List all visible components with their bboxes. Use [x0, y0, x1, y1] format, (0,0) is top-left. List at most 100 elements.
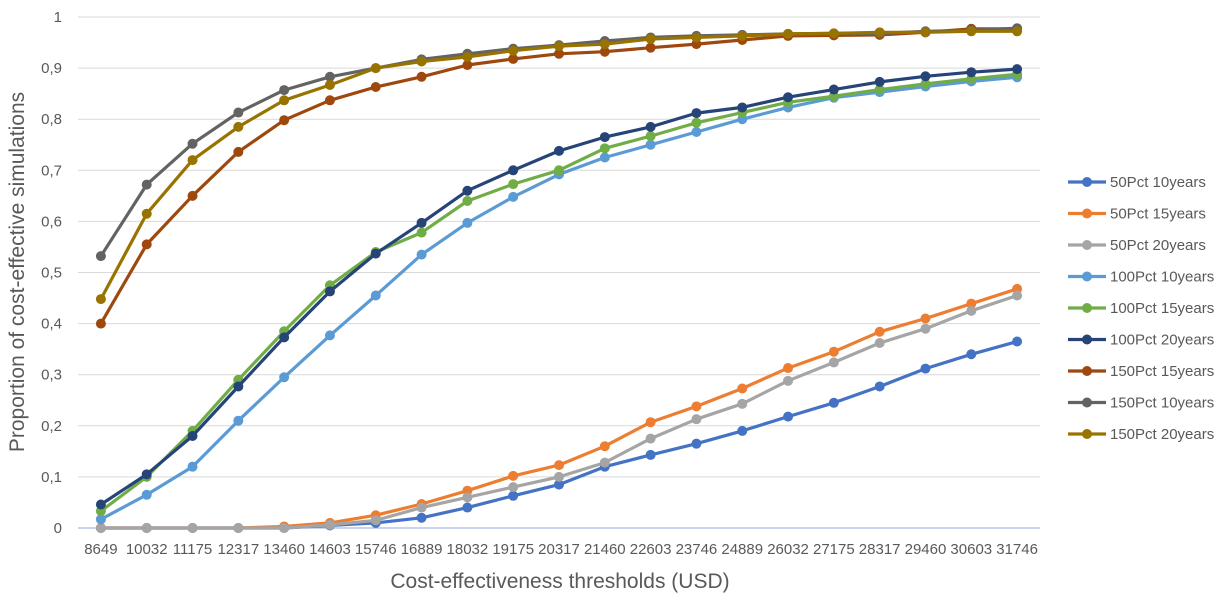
x-tick-label: 27175 [813, 541, 855, 558]
data-point [783, 375, 794, 386]
series-8 [95, 26, 1023, 305]
data-point [874, 326, 885, 337]
data-point [1012, 64, 1023, 75]
data-point [828, 397, 839, 408]
x-axis-title: Cost-effectiveness thresholds (USD) [390, 570, 729, 593]
data-point [645, 449, 656, 460]
x-tick-label: 16889 [401, 541, 443, 558]
data-point [599, 39, 610, 50]
data-point [783, 28, 794, 39]
data-point [462, 502, 473, 513]
data-point [324, 95, 335, 106]
data-point [874, 84, 885, 95]
data-point [233, 146, 244, 157]
series-2 [95, 290, 1023, 533]
data-point [279, 85, 290, 96]
legend-label: 150Pct 20years [1110, 426, 1214, 443]
data-point [737, 383, 748, 394]
data-point [416, 227, 427, 238]
data-point [233, 107, 244, 118]
legend-label: 100Pct 20years [1110, 332, 1214, 349]
data-point [324, 79, 335, 90]
data-point [141, 208, 152, 219]
series-line [99, 29, 1019, 301]
data-point [324, 519, 335, 530]
x-tick-label: 10032 [126, 541, 168, 558]
legend-item: 150Pct 20years [1068, 426, 1214, 443]
y-tick-label: 0,8 [41, 111, 62, 128]
data-point [233, 121, 244, 132]
data-point [324, 330, 335, 341]
data-point [828, 357, 839, 368]
data-point [645, 433, 656, 444]
data-point [554, 145, 564, 156]
data-point [966, 349, 977, 360]
data-point [416, 217, 427, 228]
data-point [187, 138, 198, 149]
data-point [874, 381, 885, 392]
data-point [554, 48, 564, 59]
series-0 [95, 336, 1023, 533]
y-tick-label: 0,6 [41, 213, 62, 230]
data-point [599, 152, 610, 163]
data-point [324, 71, 335, 82]
legend-item: 150Pct 15years [1068, 363, 1214, 380]
legend-swatch-marker [1082, 177, 1092, 187]
legend-label: 150Pct 10years [1110, 395, 1214, 412]
data-point [508, 53, 519, 64]
data-point [920, 363, 931, 374]
legend-label: 150Pct 15years [1110, 363, 1214, 380]
data-point [370, 515, 381, 526]
x-tick-label: 19175 [492, 541, 534, 558]
data-point [691, 438, 702, 449]
data-point [95, 318, 106, 329]
data-point [737, 398, 748, 409]
data-point [279, 332, 290, 343]
legend-item: 100Pct 15years [1068, 300, 1214, 317]
data-point [508, 490, 519, 501]
data-point [95, 294, 106, 305]
data-point [783, 92, 794, 103]
legend-swatch-marker [1082, 240, 1092, 250]
data-point [279, 115, 290, 126]
x-tick-label: 29460 [905, 541, 947, 558]
data-point [462, 185, 473, 196]
data-point [462, 51, 473, 62]
x-tick-label: 23746 [676, 541, 718, 558]
data-point [691, 108, 702, 119]
x-tick-label: 31746 [996, 541, 1038, 558]
data-point [966, 305, 977, 316]
legend-label: 100Pct 10years [1110, 269, 1214, 286]
data-point [141, 239, 152, 250]
data-point [141, 523, 152, 533]
data-point [737, 425, 748, 436]
data-point [599, 46, 610, 57]
data-point [95, 251, 106, 262]
data-point [691, 126, 702, 137]
legend-label: 50Pct 20years [1110, 237, 1206, 254]
data-point [370, 63, 381, 74]
legend-item: 50Pct 20years [1068, 237, 1206, 254]
data-point [966, 298, 977, 309]
data-point [691, 401, 702, 412]
legend-label: 50Pct 15years [1110, 206, 1206, 223]
y-tick-label: 0,9 [41, 60, 62, 77]
data-point [599, 457, 610, 468]
legend-item: 100Pct 10years [1068, 269, 1214, 286]
x-tick-label: 15746 [355, 541, 397, 558]
x-axis-ticks: 8649 10032 11175 12317 13460 14603 15746 16889 1… [84, 541, 1038, 558]
data-point [416, 249, 427, 260]
data-point [920, 78, 931, 89]
series-line [99, 67, 1019, 507]
y-tick-label: 0 [54, 520, 62, 537]
data-point [783, 363, 794, 374]
data-point [508, 470, 519, 481]
data-point [279, 95, 290, 106]
gridlines [78, 16, 1040, 478]
data-point [462, 60, 473, 71]
data-point [233, 381, 244, 392]
legend-item: 100Pct 20years [1068, 332, 1214, 349]
series-3 [95, 72, 1023, 525]
data-point [279, 523, 290, 533]
series-4 [95, 69, 1023, 517]
